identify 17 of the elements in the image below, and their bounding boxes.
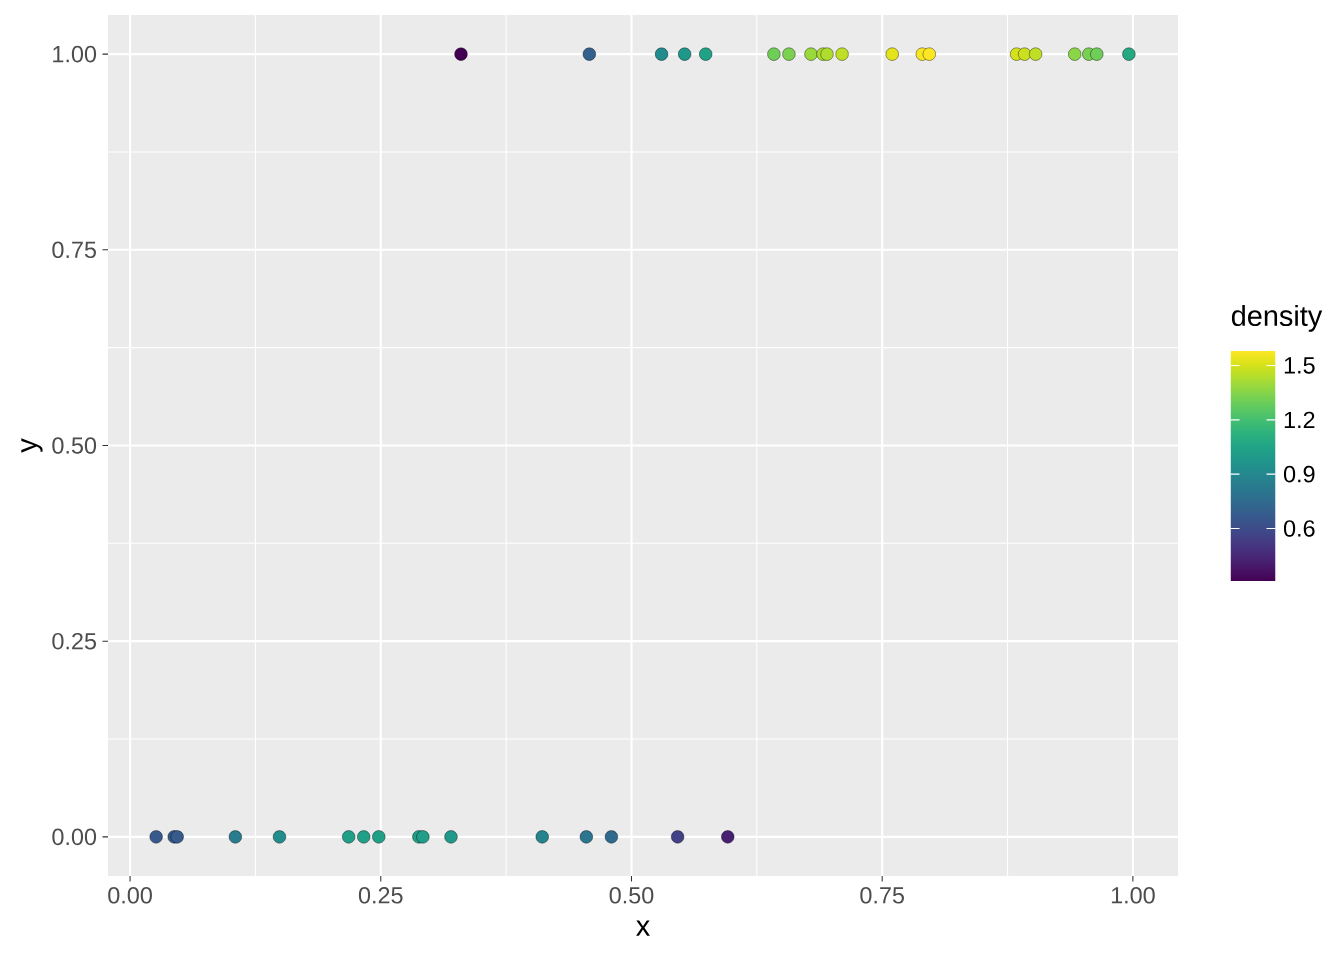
color-bar-label: 1.5 — [1284, 357, 1315, 374]
x-axis-title: x — [636, 920, 650, 936]
color-bar-label: 1.2 — [1284, 411, 1315, 428]
color-bar-label: 0.6 — [1283, 520, 1315, 537]
y-tick-label: 0.50 — [52, 437, 97, 454]
y-tick-label: 1.00 — [53, 45, 97, 63]
color-bar-title: density — [1231, 304, 1323, 332]
color-bar-label: 0.9 — [1283, 465, 1315, 483]
y-tick-label: 0.00 — [52, 828, 97, 846]
x-tick-label: 0.25 — [358, 887, 403, 904]
y-tick-label: 0.75 — [52, 241, 96, 259]
x-tick-label: 0.50 — [609, 887, 654, 904]
x-tick-label: 0.75 — [860, 887, 904, 904]
y-axis-title: y — [21, 438, 43, 453]
y-tick-label: 0.25 — [52, 632, 96, 650]
x-tick-label: 1.00 — [1111, 887, 1155, 904]
x-tick-label: 0.00 — [108, 887, 152, 904]
